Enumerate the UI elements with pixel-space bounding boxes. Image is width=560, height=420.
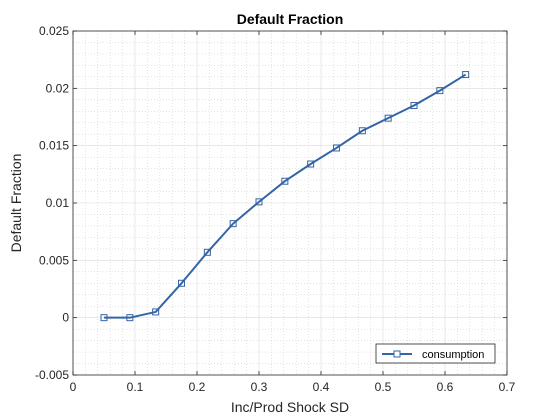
- data-point-marker: [178, 279, 185, 287]
- series-line-consumption: [104, 73, 467, 319]
- y-tick-label: 0.025: [39, 24, 69, 38]
- legend-box: [375, 343, 496, 364]
- x-tick-label: 0.6: [437, 380, 454, 394]
- data-point-marker: [358, 127, 366, 135]
- x-tick-label: 0.7: [499, 380, 516, 394]
- y-tick-label: 0: [62, 311, 69, 325]
- data-point-marker: [152, 308, 160, 316]
- data-point-marker: [281, 177, 289, 185]
- data-point-marker: [436, 87, 444, 95]
- data-point-marker: [255, 198, 263, 206]
- data-point-marker: [126, 314, 134, 322]
- y-axis-label: Default Fraction: [8, 154, 24, 253]
- series-layer: [100, 71, 470, 322]
- legend-label: consumption: [422, 349, 484, 361]
- data-point-marker: [203, 248, 211, 256]
- x-tick-label: 0.3: [251, 380, 268, 394]
- data-point-marker: [100, 314, 108, 322]
- chart-title: Default Fraction: [237, 11, 344, 27]
- data-point-marker: [333, 144, 340, 152]
- x-tick-label: 0.5: [375, 380, 392, 394]
- y-tick-label: -0.005: [35, 368, 69, 382]
- data-point-marker: [384, 114, 392, 122]
- y-tick-label: 0.02: [46, 81, 70, 95]
- y-tick-labels: -0.005 0 0.005 0.01 0.015 0.02 0.025: [35, 24, 69, 382]
- x-tick-label: 0.4: [313, 380, 330, 394]
- x-axis-label: Inc/Prod Shock SD: [231, 399, 349, 415]
- y-tick-label: 0.015: [39, 139, 69, 153]
- x-tick-label: 0.1: [127, 380, 144, 394]
- legend[interactable]: consumption: [375, 343, 496, 364]
- data-point-marker: [229, 220, 237, 228]
- legend-marker-icon: [393, 350, 401, 358]
- data-point-marker: [410, 102, 418, 110]
- x-tick-label: 0.2: [189, 380, 206, 394]
- x-tick-labels: 0 0.1 0.2 0.3 0.4 0.5 0.6 0.7: [70, 380, 516, 394]
- x-tick-label: 0: [70, 380, 77, 394]
- ticks-layer: [72, 30, 508, 376]
- data-point-marker: [307, 160, 315, 168]
- y-tick-label: 0.005: [39, 253, 69, 267]
- y-tick-label: 0.01: [46, 196, 70, 210]
- data-point-marker: [462, 71, 470, 79]
